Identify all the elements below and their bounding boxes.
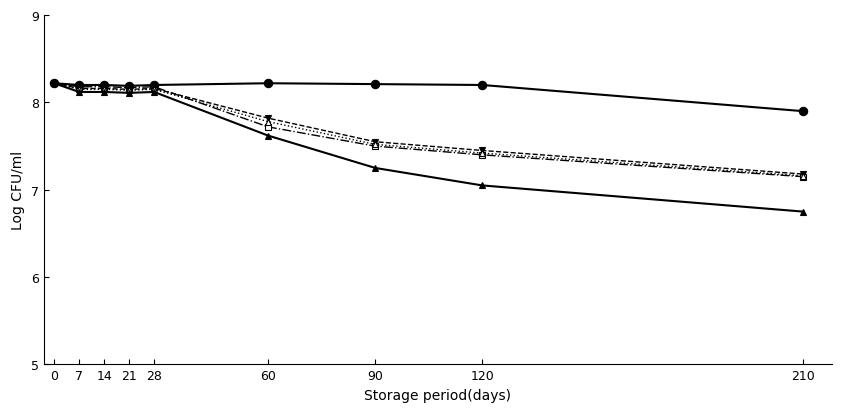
X-axis label: Storage period(days): Storage period(days) xyxy=(364,388,511,402)
Y-axis label: Log CFU/ml: Log CFU/ml xyxy=(11,151,25,230)
